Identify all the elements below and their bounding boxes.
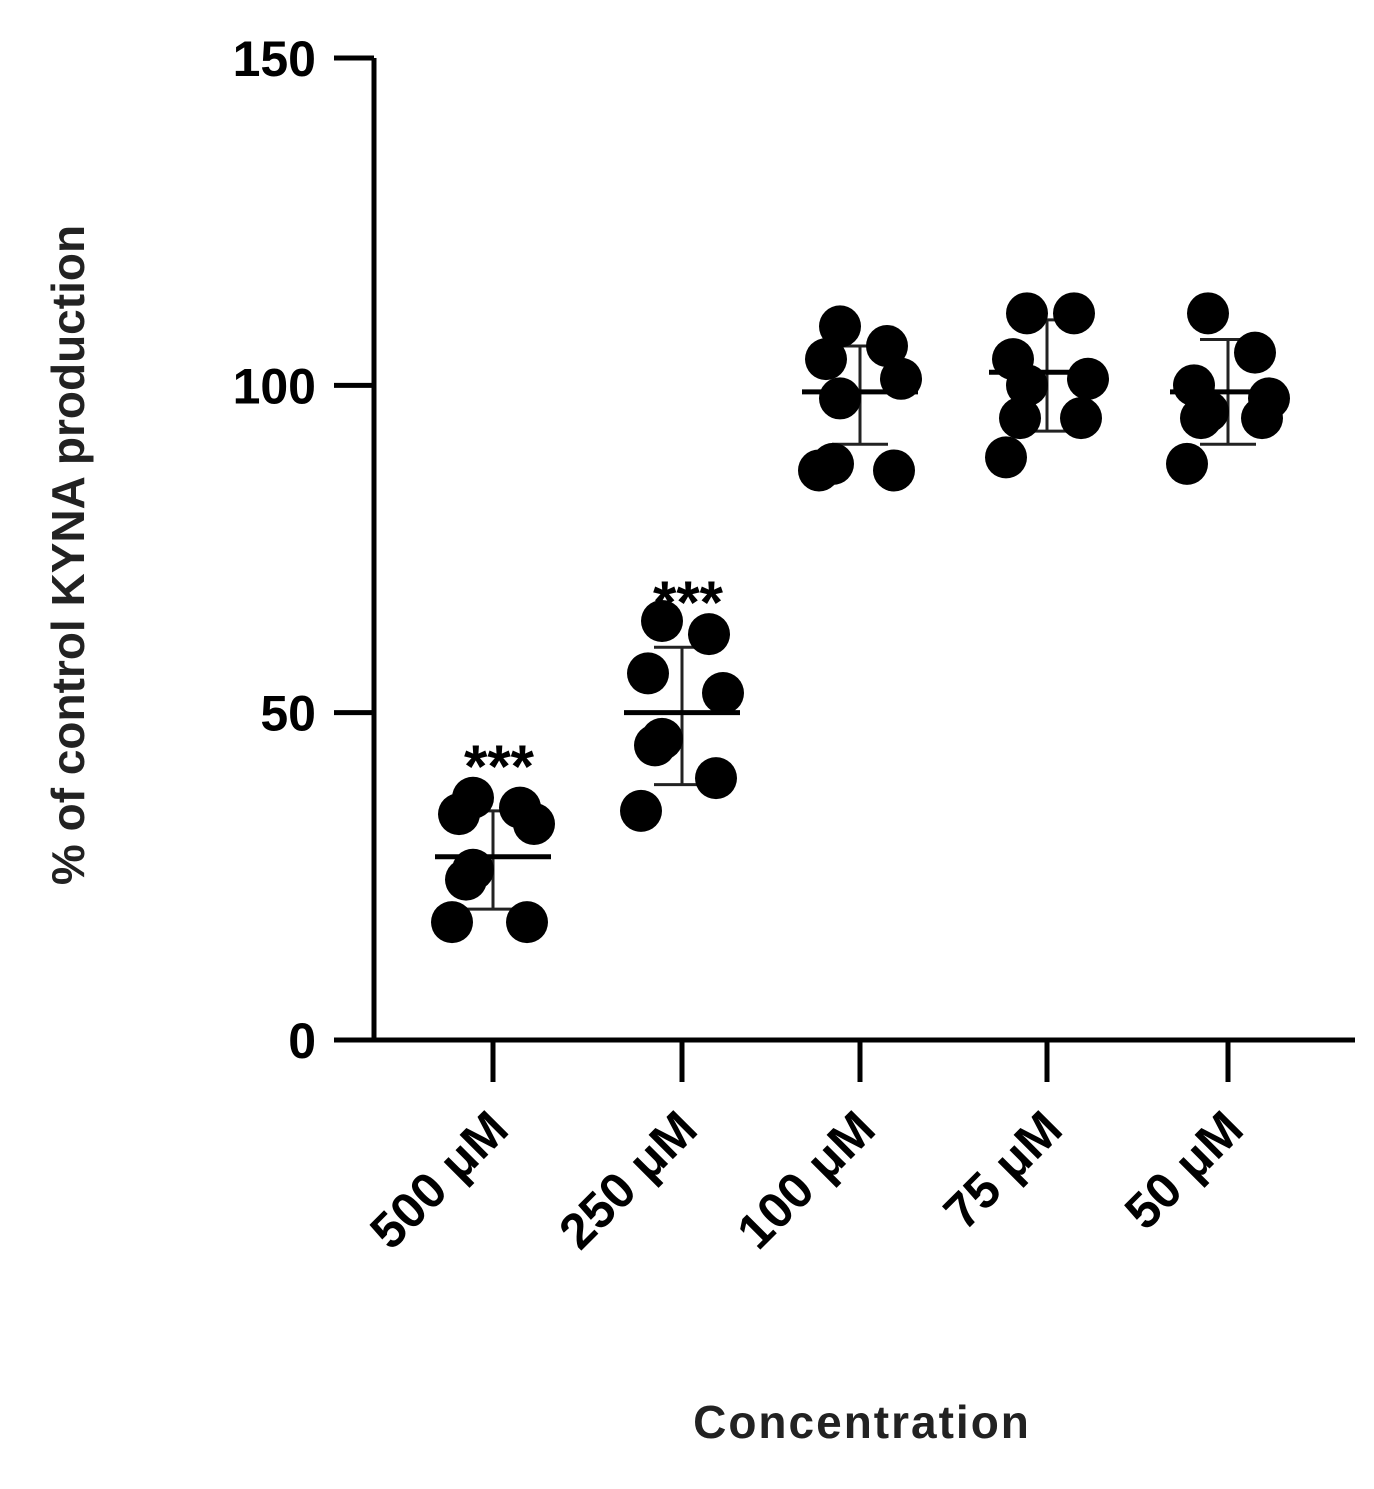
y-ticks: 0 50 100 150 [233,31,374,1069]
data-point [999,397,1041,440]
group-0: *** [431,733,555,944]
data-point [819,377,861,420]
group-2 [798,305,922,492]
axes [334,58,1355,1043]
x-ticks: 500 μM 250 μM 100 μM 75 μM 50 μM [359,1040,1254,1260]
x-tick-label: 75 μM [933,1100,1073,1240]
data-point [1060,397,1102,440]
significance-marker: *** [464,733,535,800]
data-point [513,802,555,845]
x-tick-label: 50 μM [1114,1100,1254,1240]
data-point [688,613,730,656]
data-point [627,652,669,695]
data-point [805,338,847,381]
group-1: *** [620,569,744,832]
data-point [985,436,1027,479]
data-point [1166,442,1208,485]
data-point [1067,357,1109,400]
x-axis-title: Concentration [693,1396,1031,1448]
data-point [445,858,487,901]
data-point [634,724,676,767]
data-point [798,449,840,492]
significance-marker: *** [653,569,724,636]
data-point [1006,364,1048,407]
data-point [819,305,861,348]
x-tick-label: 100 μM [726,1100,885,1259]
data-point [641,600,683,643]
y-tick-label: 150 [233,31,316,87]
data-point [695,757,737,800]
y-tick-label: 50 [260,686,316,742]
data-points: *** *** [431,292,1290,944]
data-point [1241,397,1283,440]
data-point [1180,397,1222,440]
y-axis-title: % of control KYNA production [42,225,94,885]
data-point [866,325,908,368]
data-point [506,901,548,944]
x-tick-label: 250 μM [548,1100,707,1259]
data-point [1187,292,1229,335]
data-point [873,449,915,492]
data-point [431,901,473,944]
data-point [702,672,744,715]
x-tick-label: 500 μM [359,1100,518,1259]
data-point [880,357,922,400]
data-point [620,789,662,832]
group-4 [1166,292,1290,485]
data-point [1053,292,1095,335]
data-point [1006,292,1048,335]
y-tick-label: 0 [288,1013,316,1069]
y-tick-label: 100 [233,358,316,414]
group-3 [985,292,1109,479]
data-point [438,793,480,836]
data-point [1234,331,1276,374]
